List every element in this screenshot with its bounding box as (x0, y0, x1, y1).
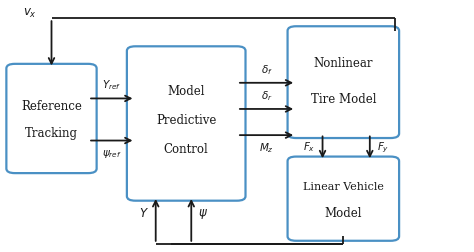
Text: $\delta_r$: $\delta_r$ (261, 89, 273, 103)
Text: $\delta_f$: $\delta_f$ (261, 63, 273, 77)
Text: $F_x$: $F_x$ (303, 140, 316, 154)
FancyBboxPatch shape (288, 26, 399, 138)
Text: Linear Vehicle: Linear Vehicle (303, 182, 384, 192)
Text: $Y_{ref}$: $Y_{ref}$ (102, 78, 121, 91)
Text: Nonlinear: Nonlinear (314, 57, 373, 70)
Text: $\psi_{ref}$: $\psi_{ref}$ (102, 148, 122, 160)
Text: Control: Control (164, 143, 209, 156)
Text: Model: Model (167, 85, 205, 98)
Text: $F_y$: $F_y$ (377, 140, 389, 154)
Text: $Y$: $Y$ (139, 207, 149, 220)
Text: $v_x$: $v_x$ (23, 7, 37, 20)
FancyBboxPatch shape (288, 156, 399, 241)
Text: $\psi$: $\psi$ (198, 207, 208, 221)
Text: Tracking: Tracking (25, 127, 78, 140)
Text: Reference: Reference (21, 100, 82, 113)
Text: Predictive: Predictive (156, 114, 217, 127)
FancyBboxPatch shape (6, 64, 97, 173)
Text: Tire Model: Tire Model (310, 93, 376, 106)
FancyBboxPatch shape (127, 46, 246, 201)
Text: Model: Model (325, 207, 362, 220)
Text: $M_z$: $M_z$ (259, 141, 274, 154)
